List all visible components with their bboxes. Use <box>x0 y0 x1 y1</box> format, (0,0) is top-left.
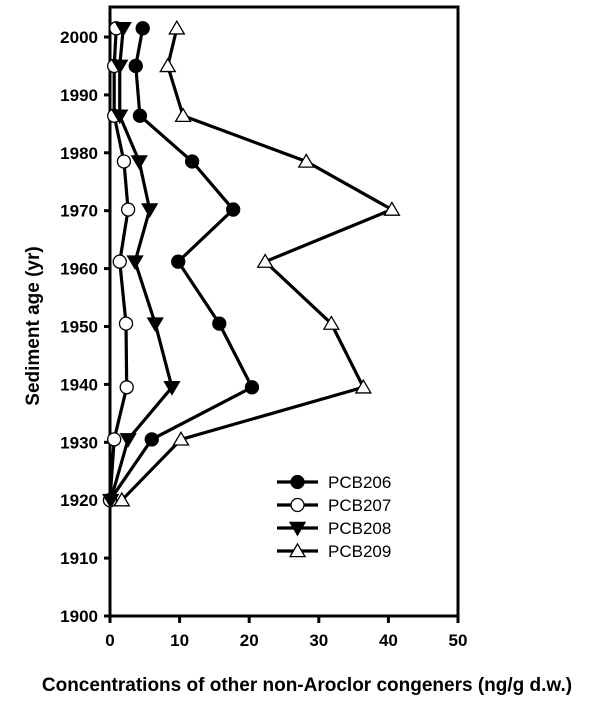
filled-triangle-down-marker <box>111 109 129 125</box>
y-tick-label: 1970 <box>60 202 98 221</box>
y-axis: 1900 1910 1920 1930 1940 1950 1960 1970 1980 1990… <box>60 28 110 626</box>
filled-circle-marker <box>171 254 186 269</box>
y-tick-label: 1910 <box>60 549 98 568</box>
open-triangle-up-marker <box>172 430 190 446</box>
open-triangle-up-marker <box>256 253 274 268</box>
legend: PCB206 PCB207 PCB208 PCB209 <box>277 473 391 561</box>
y-tick-label: 1920 <box>60 491 98 510</box>
open-circle-marker <box>112 254 127 269</box>
filled-circle-marker <box>144 432 159 447</box>
series-line <box>108 28 255 502</box>
x-tick-label: 40 <box>379 631 398 650</box>
legend-label: PCB209 <box>328 542 391 561</box>
open-circle-legend-icon <box>290 497 305 513</box>
y-tick-label: 1930 <box>60 433 98 452</box>
legend-item-pcb206: PCB206 <box>277 473 391 492</box>
legend-label: PCB206 <box>328 473 391 492</box>
filled-circle-marker <box>135 21 150 36</box>
open-triangle-up-marker <box>297 153 315 168</box>
filled-circle-marker <box>132 108 148 123</box>
open-circle-marker <box>119 380 134 395</box>
x-tick-label: 50 <box>449 631 468 650</box>
filled-circle-marker <box>184 154 200 169</box>
y-tick-label: 1960 <box>60 260 98 279</box>
y-tick-label: 1980 <box>60 144 98 163</box>
filled-triangle-down-marker <box>163 381 181 396</box>
x-tick-label: 10 <box>170 631 189 650</box>
x-tick-label: 20 <box>240 631 259 650</box>
filled-circle-marker <box>244 380 260 395</box>
series-pcb206 <box>102 21 260 508</box>
series-line <box>108 28 130 501</box>
series-line <box>109 28 174 501</box>
open-triangle-up-marker <box>168 19 186 35</box>
filled-triangle-down-marker <box>146 317 164 333</box>
series-line <box>120 27 396 502</box>
open-triangle-up-marker <box>159 57 177 73</box>
filled-triangle-down-marker <box>141 203 159 218</box>
y-tick-label: 1990 <box>60 86 98 105</box>
open-triangle-up-marker <box>174 107 192 123</box>
y-tick-label: 2000 <box>60 28 98 47</box>
open-triangle-up-legend-icon <box>288 542 307 558</box>
legend-label: PCB207 <box>328 496 391 515</box>
open-triangle-up-marker <box>354 378 372 394</box>
y-tick-label: 1900 <box>60 607 98 626</box>
filled-circle-marker <box>212 316 227 331</box>
open-circle-marker <box>120 202 136 217</box>
open-triangle-up-marker <box>383 201 401 216</box>
x-axis-title: Concentrations of other non-Aroclor cong… <box>42 675 572 696</box>
x-tick-label: 30 <box>309 631 328 650</box>
filled-triangle-down-marker <box>130 155 148 170</box>
open-circle-marker <box>107 432 122 447</box>
filled-triangle-down-marker <box>114 22 132 37</box>
y-tick-label: 1940 <box>60 375 98 394</box>
plot-frame <box>108 5 460 618</box>
filled-circle-marker <box>128 58 143 74</box>
plot-border <box>108 5 460 618</box>
filled-triangle-down-marker <box>119 433 137 448</box>
filled-triangle-down-marker <box>126 255 144 271</box>
open-triangle-up-marker <box>113 491 131 507</box>
legend-item-pcb207: PCB207 <box>277 496 391 515</box>
filled-triangle-down-marker <box>111 59 129 75</box>
series-layer <box>102 19 401 509</box>
series-pcb209 <box>113 19 401 507</box>
series-pcb208 <box>102 22 181 509</box>
y-axis-title: Sediment age (yr) <box>23 246 44 405</box>
filled-triangle-down-legend-icon <box>288 521 307 537</box>
legend-label: PCB208 <box>328 519 391 538</box>
x-axis: 0 10 20 30 40 50 <box>105 616 467 650</box>
open-circle-marker <box>116 154 132 169</box>
legend-item-pcb209: PCB209 <box>277 542 391 561</box>
y-tick-label: 1950 <box>60 318 98 337</box>
filled-circle-legend-icon <box>290 474 305 490</box>
open-triangle-up-marker <box>322 315 340 330</box>
filled-triangle-down-marker <box>102 493 120 509</box>
filled-circle-marker <box>226 202 241 217</box>
legend-item-pcb208: PCB208 <box>277 519 391 538</box>
x-tick-label: 0 <box>105 631 114 650</box>
open-circle-marker <box>118 316 134 331</box>
